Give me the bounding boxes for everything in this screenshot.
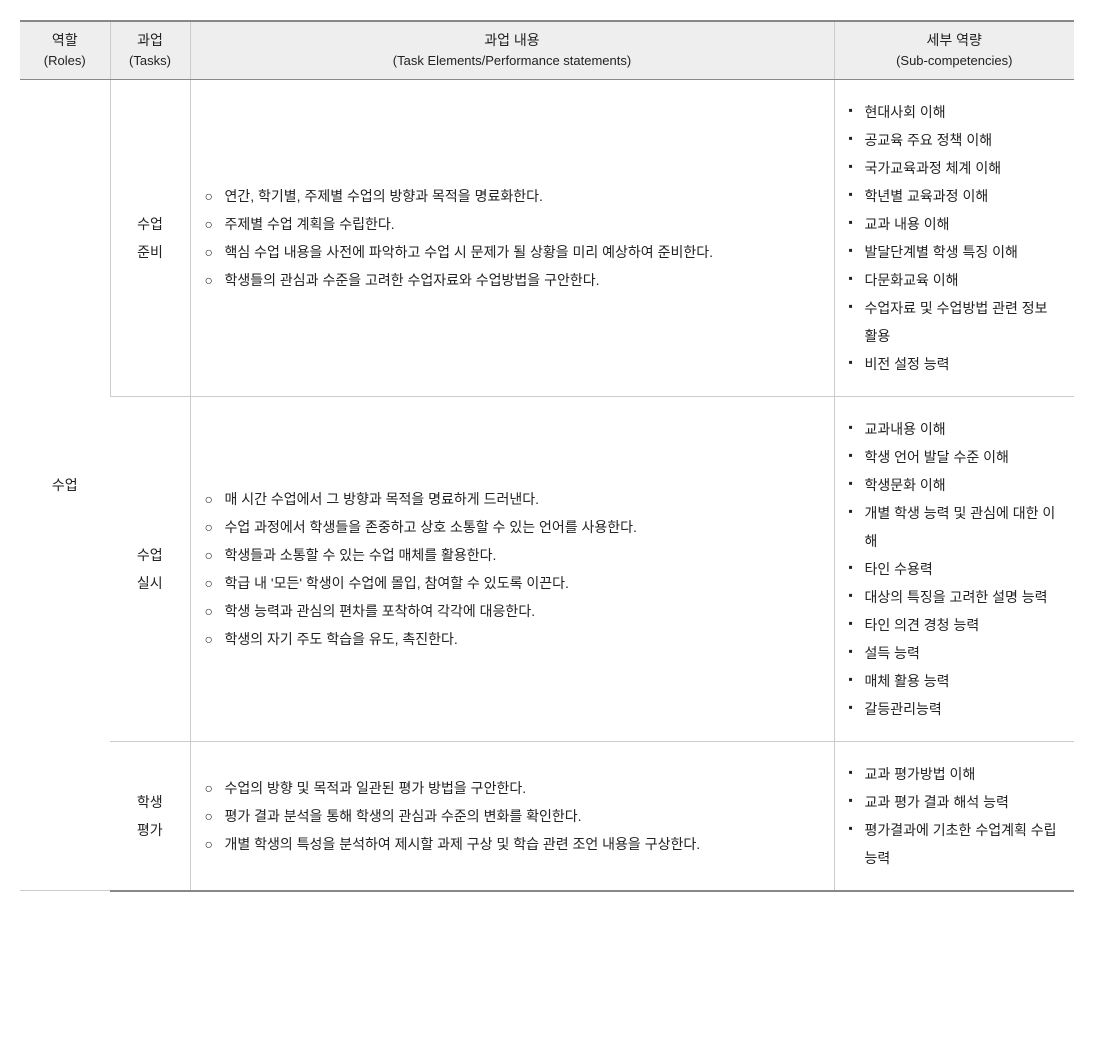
list-item: 학생들과 소통할 수 있는 수업 매체를 활용한다. <box>205 541 820 569</box>
header-roles: 역할 (Roles) <box>20 21 110 79</box>
sub-competencies-list: 현대사회 이해공교육 주요 정책 이해국가교육과정 체계 이해학년별 교육과정 … <box>849 98 1061 378</box>
list-item: 연간, 학기별, 주제별 수업의 방향과 목적을 명료화한다. <box>205 182 820 210</box>
competency-table-container: 역할 (Roles) 과업 (Tasks) 과업 내용 (Task Elemen… <box>20 20 1074 892</box>
header-sub-competencies: 세부 역량 (Sub-competencies) <box>834 21 1074 79</box>
list-item: 수업자료 및 수업방법 관련 정보 활용 <box>849 294 1061 350</box>
table-row: 수업수업준비연간, 학기별, 주제별 수업의 방향과 목적을 명료화한다.주제별… <box>20 79 1074 396</box>
list-item: 수업의 방향 및 목적과 일관된 평가 방법을 구안한다. <box>205 774 820 802</box>
competency-table: 역할 (Roles) 과업 (Tasks) 과업 내용 (Task Elemen… <box>20 20 1074 892</box>
list-item: 국가교육과정 체계 이해 <box>849 154 1061 182</box>
table-header: 역할 (Roles) 과업 (Tasks) 과업 내용 (Task Elemen… <box>20 21 1074 79</box>
table-row: 학생평가수업의 방향 및 목적과 일관된 평가 방법을 구안한다.평가 결과 분… <box>20 741 1074 891</box>
list-item: 학생 능력과 관심의 편차를 포착하여 각각에 대응한다. <box>205 597 820 625</box>
list-item: 평가 결과 분석을 통해 학생의 관심과 수준의 변화를 확인한다. <box>205 802 820 830</box>
list-item: 다문화교육 이해 <box>849 266 1061 294</box>
list-item: 갈등관리능력 <box>849 695 1061 723</box>
header-subcomp-main: 세부 역량 <box>841 30 1069 51</box>
role-cell: 수업 <box>20 79 110 891</box>
list-item: 대상의 특징을 고려한 설명 능력 <box>849 583 1061 611</box>
list-item: 학생문화 이해 <box>849 471 1061 499</box>
list-item: 개별 학생 능력 및 관심에 대한 이해 <box>849 499 1061 555</box>
list-item: 교과 내용 이해 <box>849 210 1061 238</box>
list-item: 평가결과에 기초한 수업계획 수립 능력 <box>849 816 1061 872</box>
list-item: 교과내용 이해 <box>849 415 1061 443</box>
task-elements-list: 수업의 방향 및 목적과 일관된 평가 방법을 구안한다.평가 결과 분석을 통… <box>205 774 820 858</box>
sub-competencies-cell: 교과내용 이해학생 언어 발달 수준 이해학생문화 이해개별 학생 능력 및 관… <box>834 396 1074 741</box>
list-item: 현대사회 이해 <box>849 98 1061 126</box>
list-item: 타인 의견 경청 능력 <box>849 611 1061 639</box>
table-header-row: 역할 (Roles) 과업 (Tasks) 과업 내용 (Task Elemen… <box>20 21 1074 79</box>
sub-competencies-cell: 교과 평가방법 이해교과 평가 결과 해석 능력평가결과에 기초한 수업계획 수… <box>834 741 1074 891</box>
header-tasks: 과업 (Tasks) <box>110 21 190 79</box>
list-item: 매 시간 수업에서 그 방향과 목적을 명료하게 드러낸다. <box>205 485 820 513</box>
task-elements-cell: 매 시간 수업에서 그 방향과 목적을 명료하게 드러낸다.수업 과정에서 학생… <box>190 396 834 741</box>
list-item: 공교육 주요 정책 이해 <box>849 126 1061 154</box>
task-cell: 수업준비 <box>110 79 190 396</box>
task-elements-list: 연간, 학기별, 주제별 수업의 방향과 목적을 명료화한다.주제별 수업 계획… <box>205 182 820 294</box>
list-item: 설득 능력 <box>849 639 1061 667</box>
list-item: 비전 설정 능력 <box>849 350 1061 378</box>
header-tasks-sub: (Tasks) <box>117 51 184 71</box>
list-item: 학생들의 관심과 수준을 고려한 수업자료와 수업방법을 구안한다. <box>205 266 820 294</box>
header-tasks-main: 과업 <box>117 30 184 51</box>
task-elements-cell: 수업의 방향 및 목적과 일관된 평가 방법을 구안한다.평가 결과 분석을 통… <box>190 741 834 891</box>
list-item: 발달단계별 학생 특징 이해 <box>849 238 1061 266</box>
list-item: 학년별 교육과정 이해 <box>849 182 1061 210</box>
list-item: 교과 평가 결과 해석 능력 <box>849 788 1061 816</box>
header-subcomp-sub: (Sub-competencies) <box>841 51 1069 71</box>
list-item: 학생 언어 발달 수준 이해 <box>849 443 1061 471</box>
list-item: 개별 학생의 특성을 분석하여 제시할 과제 구상 및 학습 관련 조언 내용을… <box>205 830 820 858</box>
sub-competencies-cell: 현대사회 이해공교육 주요 정책 이해국가교육과정 체계 이해학년별 교육과정 … <box>834 79 1074 396</box>
task-cell: 수업실시 <box>110 396 190 741</box>
task-elements-list: 매 시간 수업에서 그 방향과 목적을 명료하게 드러낸다.수업 과정에서 학생… <box>205 485 820 653</box>
list-item: 학생의 자기 주도 학습을 유도, 촉진한다. <box>205 625 820 653</box>
list-item: 학급 내 '모든' 학생이 수업에 몰입, 참여할 수 있도록 이끈다. <box>205 569 820 597</box>
list-item: 핵심 수업 내용을 사전에 파악하고 수업 시 문제가 될 상황을 미리 예상하… <box>205 238 820 266</box>
task-cell: 학생평가 <box>110 741 190 891</box>
header-elements-sub: (Task Elements/Performance statements) <box>197 51 828 71</box>
table-body: 수업수업준비연간, 학기별, 주제별 수업의 방향과 목적을 명료화한다.주제별… <box>20 79 1074 891</box>
header-elements: 과업 내용 (Task Elements/Performance stateme… <box>190 21 834 79</box>
table-row: 수업실시매 시간 수업에서 그 방향과 목적을 명료하게 드러낸다.수업 과정에… <box>20 396 1074 741</box>
list-item: 매체 활용 능력 <box>849 667 1061 695</box>
header-roles-sub: (Roles) <box>26 51 104 71</box>
sub-competencies-list: 교과 평가방법 이해교과 평가 결과 해석 능력평가결과에 기초한 수업계획 수… <box>849 760 1061 872</box>
header-roles-main: 역할 <box>26 30 104 51</box>
task-elements-cell: 연간, 학기별, 주제별 수업의 방향과 목적을 명료화한다.주제별 수업 계획… <box>190 79 834 396</box>
sub-competencies-list: 교과내용 이해학생 언어 발달 수준 이해학생문화 이해개별 학생 능력 및 관… <box>849 415 1061 723</box>
list-item: 교과 평가방법 이해 <box>849 760 1061 788</box>
list-item: 타인 수용력 <box>849 555 1061 583</box>
list-item: 주제별 수업 계획을 수립한다. <box>205 210 820 238</box>
list-item: 수업 과정에서 학생들을 존중하고 상호 소통할 수 있는 언어를 사용한다. <box>205 513 820 541</box>
header-elements-main: 과업 내용 <box>197 30 828 51</box>
